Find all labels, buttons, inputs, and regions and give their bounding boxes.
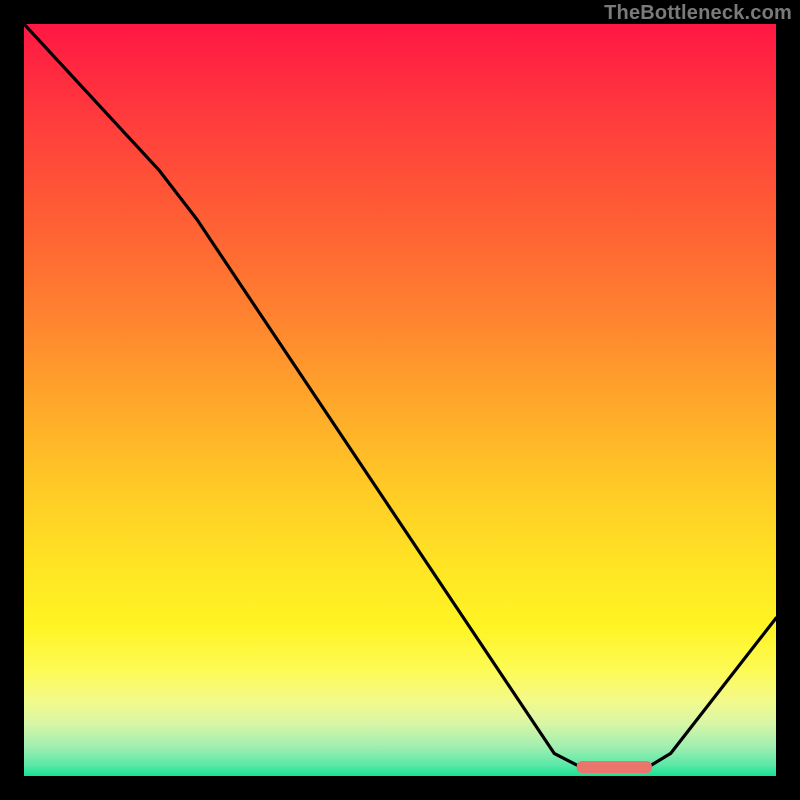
plot-area — [24, 24, 776, 776]
chart-container: TheBottleneck.com — [0, 0, 800, 800]
optimal-zone-marker — [577, 761, 652, 773]
gradient-background — [24, 24, 776, 776]
watermark-text: TheBottleneck.com — [604, 2, 792, 25]
